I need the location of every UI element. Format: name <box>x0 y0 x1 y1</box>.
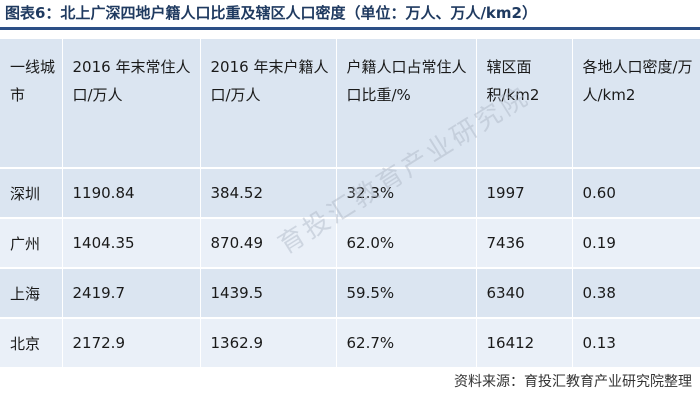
cell-area: 1997 <box>476 168 573 219</box>
cell-density: 0.38 <box>572 268 700 319</box>
cell-city: 上海 <box>0 268 63 319</box>
table-row: 北京 2172.9 1362.9 62.7% 16412 0.13 <box>0 318 700 369</box>
cell-density: 0.60 <box>572 168 700 219</box>
table-row: 深圳 1190.84 384.52 32.3% 1997 0.60 <box>0 168 700 219</box>
header-registered-population: 2016 年末户籍人口/万人 <box>200 39 337 169</box>
cell-city: 广州 <box>0 218 63 269</box>
cell-ratio: 62.0% <box>336 218 477 269</box>
cell-registered: 870.49 <box>200 218 337 269</box>
cell-ratio: 62.7% <box>336 318 477 369</box>
cell-density: 0.13 <box>572 318 700 369</box>
cell-resident: 1190.84 <box>62 168 201 219</box>
source-note: 资料来源：育投汇教育产业研究院整理 <box>454 374 692 390</box>
cell-resident: 2419.7 <box>62 268 201 319</box>
title-rule <box>0 27 700 30</box>
cell-resident: 2172.9 <box>62 318 201 369</box>
cell-density: 0.19 <box>572 218 700 269</box>
table-header-row: 一线城市 2016 年末常住人口/万人 2016 年末户籍人口/万人 户籍人口占… <box>0 39 700 169</box>
cell-area: 6340 <box>476 268 573 319</box>
cell-registered: 1362.9 <box>200 318 337 369</box>
population-table: 一线城市 2016 年末常住人口/万人 2016 年末户籍人口/万人 户籍人口占… <box>0 39 700 369</box>
cell-registered: 1439.5 <box>200 268 337 319</box>
header-area: 辖区面积/km2 <box>476 39 573 169</box>
header-registered-ratio: 户籍人口占常住人口比重/% <box>336 39 477 169</box>
cell-city: 北京 <box>0 318 63 369</box>
cell-city: 深圳 <box>0 168 63 219</box>
cell-resident: 1404.35 <box>62 218 201 269</box>
figure-title: 图表6：北上广深四地户籍人口比重及辖区人口密度（单位：万人、万人/km2） <box>5 4 537 22</box>
table-row: 上海 2419.7 1439.5 59.5% 6340 0.38 <box>0 268 700 319</box>
header-resident-population: 2016 年末常住人口/万人 <box>62 39 201 169</box>
cell-ratio: 59.5% <box>336 268 477 319</box>
cell-area: 7436 <box>476 218 573 269</box>
cell-area: 16412 <box>476 318 573 369</box>
cell-registered: 384.52 <box>200 168 337 219</box>
cell-ratio: 32.3% <box>336 168 477 219</box>
table-row: 广州 1404.35 870.49 62.0% 7436 0.19 <box>0 218 700 269</box>
header-city: 一线城市 <box>0 39 63 169</box>
header-density: 各地人口密度/万人/km2 <box>572 39 700 169</box>
